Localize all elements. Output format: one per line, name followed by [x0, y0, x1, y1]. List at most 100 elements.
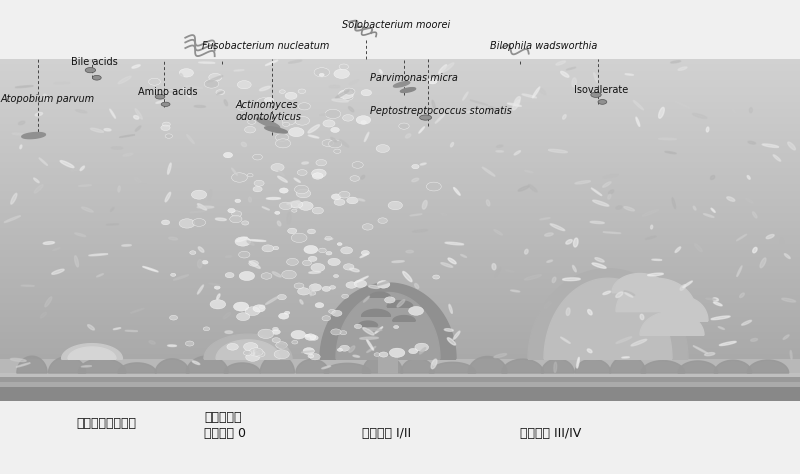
Polygon shape	[529, 184, 537, 192]
Circle shape	[315, 302, 324, 308]
Polygon shape	[556, 61, 566, 65]
Circle shape	[231, 173, 247, 182]
Bar	[0, 259, 800, 261]
Polygon shape	[693, 346, 708, 354]
Circle shape	[282, 122, 290, 127]
Circle shape	[259, 305, 265, 309]
Polygon shape	[401, 358, 434, 373]
Polygon shape	[640, 311, 704, 335]
Text: ステージ III/IV: ステージ III/IV	[520, 427, 582, 440]
Polygon shape	[22, 133, 46, 138]
Bar	[0, 158, 800, 160]
Bar	[0, 390, 800, 392]
Polygon shape	[489, 107, 497, 111]
Bar	[0, 148, 800, 150]
Polygon shape	[406, 134, 411, 138]
Polygon shape	[492, 264, 496, 270]
Bar	[0, 399, 800, 401]
Polygon shape	[82, 365, 91, 367]
Bar	[0, 128, 800, 129]
Polygon shape	[60, 161, 74, 168]
Polygon shape	[278, 171, 284, 176]
Bar	[0, 201, 800, 202]
Circle shape	[242, 221, 249, 225]
Circle shape	[307, 229, 315, 234]
Circle shape	[285, 311, 290, 314]
Polygon shape	[62, 344, 122, 359]
Bar	[0, 141, 800, 143]
Polygon shape	[467, 110, 484, 113]
Polygon shape	[119, 135, 135, 137]
Bar	[0, 105, 800, 107]
Bar	[0, 261, 800, 262]
Polygon shape	[593, 200, 609, 206]
Circle shape	[379, 352, 388, 357]
Polygon shape	[135, 126, 141, 131]
Bar	[0, 255, 800, 257]
Bar	[0, 301, 800, 303]
Polygon shape	[132, 65, 140, 68]
Bar	[0, 102, 800, 104]
Bar	[0, 274, 800, 276]
Polygon shape	[413, 230, 428, 232]
Bar	[0, 63, 800, 64]
Bar	[0, 83, 800, 85]
Polygon shape	[224, 363, 260, 373]
Circle shape	[230, 216, 242, 223]
Circle shape	[310, 354, 320, 360]
Bar	[0, 292, 800, 293]
Circle shape	[354, 280, 366, 287]
Polygon shape	[574, 238, 578, 247]
Polygon shape	[242, 142, 246, 146]
Polygon shape	[608, 194, 611, 199]
Bar	[0, 216, 800, 218]
Circle shape	[319, 73, 324, 76]
Bar	[0, 343, 800, 344]
Bar	[0, 290, 800, 292]
Circle shape	[261, 273, 272, 279]
Circle shape	[385, 297, 395, 303]
Polygon shape	[609, 190, 614, 194]
Bar	[0, 355, 800, 356]
Circle shape	[298, 170, 307, 175]
Bar	[0, 99, 800, 100]
Polygon shape	[383, 114, 390, 117]
Circle shape	[186, 341, 194, 346]
Polygon shape	[232, 168, 238, 175]
Bar	[0, 257, 800, 259]
Polygon shape	[362, 355, 402, 373]
Text: Atopobium parvum: Atopobium parvum	[1, 94, 95, 104]
Circle shape	[273, 328, 278, 331]
Circle shape	[227, 344, 238, 350]
Circle shape	[308, 256, 317, 262]
Bar	[0, 64, 800, 66]
Polygon shape	[550, 224, 565, 231]
Polygon shape	[335, 90, 349, 98]
Polygon shape	[562, 278, 581, 281]
Bar	[0, 88, 800, 90]
Circle shape	[341, 247, 353, 254]
Bar	[0, 250, 800, 252]
Polygon shape	[78, 185, 91, 186]
Circle shape	[282, 270, 296, 279]
Polygon shape	[350, 268, 359, 272]
Polygon shape	[731, 107, 735, 113]
Circle shape	[312, 173, 323, 179]
Bar	[0, 232, 800, 233]
Polygon shape	[82, 207, 93, 212]
Circle shape	[298, 89, 306, 93]
Circle shape	[162, 122, 170, 127]
Bar	[0, 208, 800, 210]
Polygon shape	[542, 359, 574, 373]
Polygon shape	[750, 338, 758, 341]
Bar	[0, 179, 800, 181]
Polygon shape	[711, 208, 715, 212]
Polygon shape	[180, 73, 183, 81]
Bar	[0, 368, 800, 370]
Bar	[0, 162, 800, 164]
Bar	[0, 136, 800, 138]
Polygon shape	[753, 247, 757, 253]
Polygon shape	[43, 94, 48, 101]
Polygon shape	[20, 145, 22, 149]
Bar	[0, 395, 800, 397]
